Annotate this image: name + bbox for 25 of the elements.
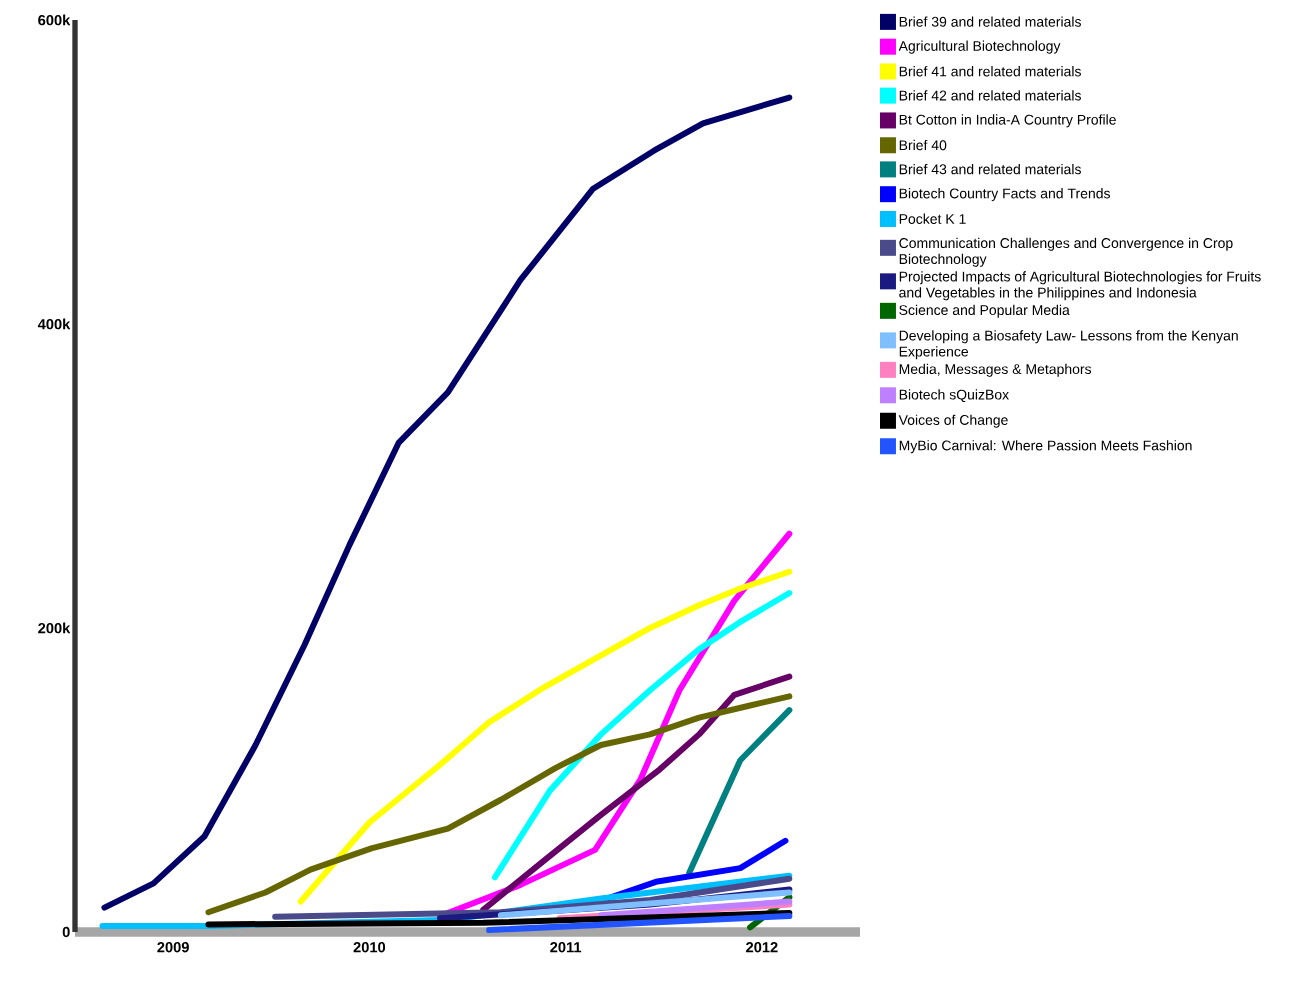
y-tick-label: 600k (38, 14, 71, 26)
legend-label: Brief 40 (899, 139, 947, 151)
legend-label: Agricultural Biotechnology (898, 40, 1061, 54)
legend-label: Media, Messages & Metaphors (899, 363, 1092, 377)
legend-label: Communication Challenges and Convergence in Crop Biotechnology (899, 237, 1233, 267)
legend-label: Biotech sQuizBox (899, 389, 1009, 403)
legend-label: Pocket K 1 (899, 213, 966, 224)
y-tick-label: 0 (62, 926, 70, 938)
legend-label: Science and Popular Media (899, 304, 1070, 318)
x-tick-label: 2009 (157, 942, 189, 953)
legend-label: Brief 39 and related materials (899, 16, 1081, 27)
x-tick-label: 2010 (353, 942, 386, 953)
legend-label: Bt Cotton in India-A Country Profile (899, 114, 1116, 128)
legend-label: Projected Impacts of Agricultural Biotechnologies for Fruits and Vegetables in the Philippines and Indonesia (899, 271, 1261, 301)
y-tick-label: 400k (37, 318, 71, 330)
legend-label: Developing a Biosafety Law- Lessons from the Kenyan Experience (899, 330, 1238, 360)
x-tick-label: 2011 (550, 942, 582, 953)
legend-label: Brief 43 and related materials (899, 163, 1081, 175)
legend-label: Brief 42 and related materials (899, 90, 1081, 101)
legend-label: MyBio Carnival: Where Passion Meets Fashion (899, 440, 1192, 454)
x-tick-label: 2012 (746, 942, 778, 953)
legend-label: Biotech Country Facts and Trends (899, 188, 1111, 202)
y-tick-label: 200k (38, 622, 71, 634)
legend-label: Voices of Change (898, 414, 1008, 428)
legend-label: Brief 41 and related materials (899, 66, 1081, 77)
